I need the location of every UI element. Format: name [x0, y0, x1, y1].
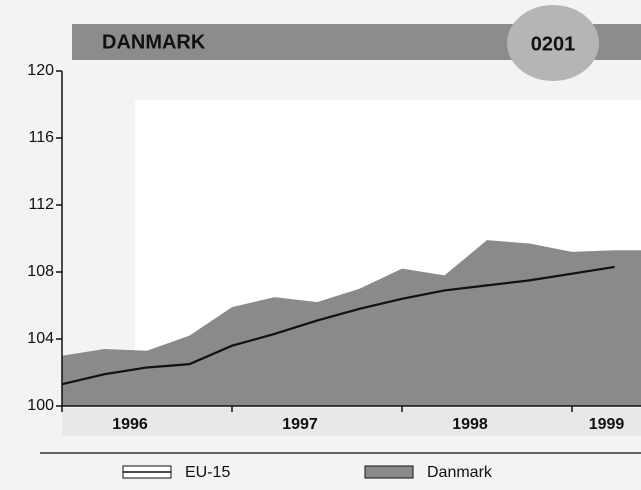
x-group-label: 1999 [589, 416, 625, 433]
y-tick-label: 108 [27, 263, 54, 280]
code-badge [507, 5, 599, 81]
x-group-label: 1998 [452, 416, 488, 433]
legend-label: EU-15 [185, 464, 230, 481]
line [61, 265, 615, 386]
legend-label: Danmark [427, 464, 493, 481]
y-tick-label: 120 [27, 62, 54, 79]
x-group-label: 1996 [112, 416, 148, 433]
x-group-label: 1997 [282, 416, 318, 433]
y-tick-label: 116 [28, 129, 54, 146]
area [62, 240, 641, 406]
legend-swatch [364, 465, 414, 479]
x-label-band [62, 408, 641, 436]
y-tick-label: 100 [27, 397, 54, 414]
code-label: 0201 [531, 33, 576, 55]
chart-title: DANMARK [102, 31, 206, 53]
y-tick-label: 104 [27, 330, 54, 347]
y-tick-label: 112 [28, 196, 54, 213]
